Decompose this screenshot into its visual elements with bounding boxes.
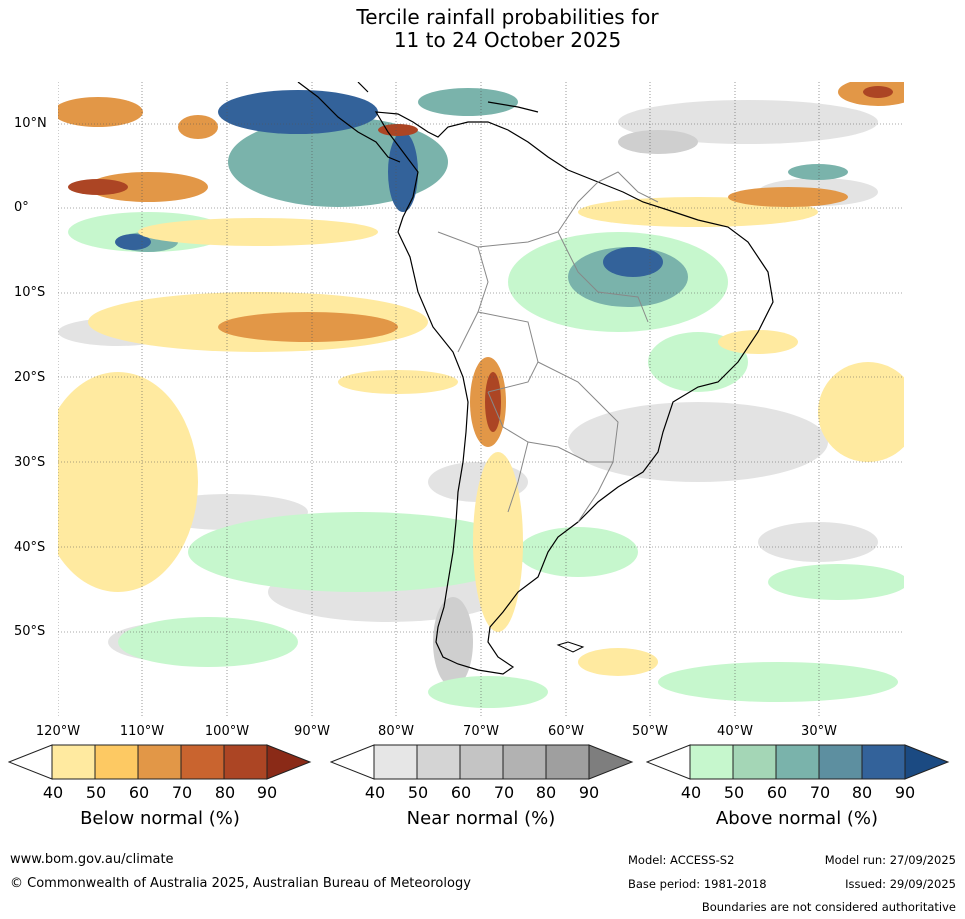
colorbar-below-normal — [8, 744, 312, 780]
graticule — [58, 82, 904, 716]
tick-near-60: 60 — [450, 783, 472, 802]
title-line-1: Tercile rainfall probabilities for — [356, 5, 659, 29]
colorbar-title-below: Below normal (%) — [80, 808, 240, 829]
colorbar-title-above: Above normal (%) — [715, 808, 879, 829]
above-colorbar-extend-low — [646, 744, 691, 780]
near-colorbar-extend-low — [330, 744, 375, 780]
near-colorbar-extend-high — [588, 744, 634, 780]
footer-model: Model: ACCESS-S2 — [628, 853, 735, 867]
lon-label-110w: 110°W — [119, 724, 165, 739]
above-colorbar-bin-1 — [689, 744, 734, 780]
below-colorbar-bin-3 — [137, 744, 182, 780]
footer-base-period: Base period: 1981-2018 — [628, 877, 767, 891]
lon-label-120w: 120°W — [35, 724, 81, 739]
lon-label-50w: 50°W — [632, 724, 668, 739]
tick-above-90: 90 — [894, 783, 916, 802]
near-colorbar-bin-3 — [459, 744, 504, 780]
lat-label-0: 0° — [14, 200, 29, 215]
footer-disclaimer: Boundaries are not considered authoritat… — [701, 900, 956, 914]
tick-below-60: 60 — [128, 783, 150, 802]
lon-label-100w: 100°W — [204, 724, 250, 739]
tick-above-60: 60 — [766, 783, 788, 802]
lon-label-30w: 30°W — [801, 724, 837, 739]
lon-label-80w: 80°W — [378, 724, 414, 739]
colorbar-near-normal — [330, 744, 634, 780]
country-borders — [437, 171, 659, 523]
central-america-coastline — [297, 82, 539, 163]
lat-label-30s: 30°S — [14, 455, 46, 470]
lat-label-40s: 40°S — [14, 540, 46, 555]
below-normal-60-patches — [58, 82, 904, 447]
tick-above-80: 80 — [851, 783, 873, 802]
tick-above-40: 40 — [680, 783, 702, 802]
near-normal-dark-patches — [433, 130, 698, 687]
colorbar-above-normal — [646, 744, 950, 780]
above-colorbar-bin-4 — [818, 744, 863, 780]
title-line-2: 11 to 24 October 2025 — [393, 28, 622, 52]
below-colorbar-bin-4 — [180, 744, 225, 780]
tick-near-70: 70 — [493, 783, 515, 802]
below-colorbar-extend-high — [266, 744, 312, 780]
tick-above-70: 70 — [809, 783, 831, 802]
lat-label-10n: 10°N — [14, 116, 47, 131]
near-colorbar-bin-4 — [502, 744, 547, 780]
above-colorbar-extend-high — [904, 744, 950, 780]
tick-below-80: 80 — [214, 783, 236, 802]
below-colorbar-bin-1 — [51, 744, 96, 780]
lon-label-90w: 90°W — [294, 724, 330, 739]
footer-issued: Issued: 29/09/2025 — [845, 877, 956, 891]
tick-below-40: 40 — [42, 783, 64, 802]
lat-label-20s: 20°S — [14, 370, 46, 385]
below-colorbar-bin-5 — [223, 744, 268, 780]
falkland-islands — [556, 641, 585, 653]
tick-below-50: 50 — [85, 783, 107, 802]
above-colorbar-bin-3 — [775, 744, 820, 780]
tick-near-80: 80 — [535, 783, 557, 802]
lon-label-60w: 60°W — [548, 724, 584, 739]
tick-below-70: 70 — [171, 783, 193, 802]
rainfall-probability-map — [58, 82, 904, 716]
lat-label-10s: 10°S — [14, 285, 46, 300]
lon-label-70w: 70°W — [463, 724, 499, 739]
near-colorbar-bin-5 — [545, 744, 590, 780]
below-colorbar-bin-2 — [94, 744, 139, 780]
lat-label-50s: 50°S — [14, 624, 46, 639]
lon-label-40w: 40°W — [717, 724, 753, 739]
footer-model-run: Model run: 27/09/2025 — [824, 853, 956, 867]
near-colorbar-bin-1 — [373, 744, 418, 780]
below-normal-patches — [58, 197, 904, 676]
above-colorbar-bin-2 — [732, 744, 777, 780]
below-colorbar-extend-low — [8, 744, 53, 780]
tick-near-90: 90 — [578, 783, 600, 802]
tick-below-90: 90 — [256, 783, 278, 802]
south-america-coastline — [374, 111, 774, 675]
above-colorbar-bin-5 — [861, 744, 906, 780]
near-colorbar-bin-2 — [416, 744, 461, 780]
tick-above-50: 50 — [723, 783, 745, 802]
footer-website: www.bom.gov.au/climate — [10, 852, 174, 867]
colorbar-title-near: Near normal (%) — [406, 808, 556, 829]
tick-near-50: 50 — [407, 783, 429, 802]
footer-copyright: © Commonwealth of Australia 2025, Austra… — [10, 876, 471, 891]
tick-near-40: 40 — [364, 783, 386, 802]
below-normal-80-patches — [68, 86, 893, 432]
